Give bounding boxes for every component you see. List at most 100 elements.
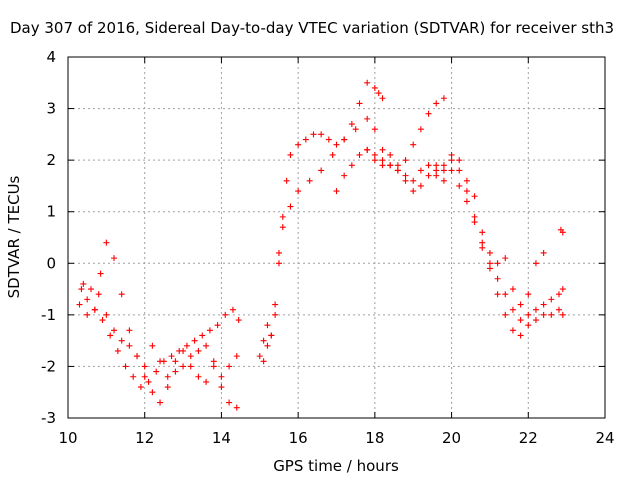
data-point [111,255,118,262]
data-point [325,136,332,143]
data-point [279,213,286,220]
data-point [371,126,378,133]
data-point [84,296,91,303]
data-point [509,327,516,334]
data-point [387,162,394,169]
series-track-g [364,146,566,324]
data-point [525,311,532,318]
data-point [229,306,236,313]
data-point [379,95,386,102]
data-point [341,136,348,143]
data-point [352,126,359,133]
data-point [78,286,85,293]
data-point [302,136,309,143]
data-point [214,322,221,329]
data-point [456,167,463,174]
data-point [114,347,121,354]
data-point [479,244,486,251]
data-point [402,172,409,179]
data-point [195,373,202,380]
grid-lines [68,57,605,418]
data-point [425,172,432,179]
x-tick-labels: 10 12 14 16 18 20 22 24 [58,429,614,447]
x-tick-label: 12 [135,429,154,447]
data-point [91,306,98,313]
y-tick-label: 1 [46,203,56,221]
data-point [118,291,125,298]
data-point [218,373,225,380]
data-point [486,265,493,272]
y-axis-label: SDTVAR / TECUs [5,175,23,298]
data-point [172,368,179,375]
data-point [371,157,378,164]
data-point [180,363,187,370]
y-tick-labels: -3 -2 -1 0 1 2 3 4 [41,48,56,427]
data-point [218,384,225,391]
data-point [364,146,371,153]
data-point [199,332,206,339]
data-point [275,249,282,256]
x-tick-label: 10 [58,429,77,447]
data-point [559,229,566,236]
data-point [97,270,104,277]
data-point [463,188,470,195]
data-point [517,301,524,308]
data-point [164,384,171,391]
data-point [364,79,371,86]
data-point [440,95,447,102]
data-point [448,157,455,164]
data-point [287,203,294,210]
data-point [456,182,463,189]
x-tick-label: 18 [365,429,384,447]
data-point [99,317,106,324]
data-point [348,121,355,128]
data-point [153,368,160,375]
data-point [463,177,470,184]
plot-frame [67,56,606,419]
data-point [425,162,432,169]
data-point [448,151,455,158]
data-point [126,327,133,334]
data-point [440,162,447,169]
data-point [187,363,194,370]
data-point [371,151,378,158]
data-point [532,260,539,267]
data-point [264,322,271,329]
data-point [341,172,348,179]
series-track-b [76,239,240,406]
data-point [471,213,478,220]
data-point [226,399,233,406]
data-point [548,311,555,318]
data-point [203,342,210,349]
data-point [145,378,152,385]
data-point [379,157,386,164]
y-tick-label: 2 [46,151,56,169]
data-point [555,291,562,298]
data-point [210,358,217,365]
data-point [310,131,317,138]
x-axis-label: GPS time / hours [273,457,399,475]
data-point [410,177,417,184]
data-point [275,260,282,267]
data-point [103,239,110,246]
data-point [187,353,194,360]
data-point [149,342,156,349]
series-track-f [333,146,566,339]
data-point [157,399,164,406]
data-point [168,353,175,360]
data-point [410,141,417,148]
data-point [107,332,114,339]
data-point [356,151,363,158]
data-point [559,311,566,318]
data-point [486,249,493,256]
data-point [532,306,539,313]
data-point [264,342,271,349]
data-point [433,162,440,169]
y-tick-label: 4 [46,48,56,66]
series-track-a [78,286,242,391]
data-point [122,363,129,370]
data-point [233,353,240,360]
data-point [417,126,424,133]
data-point [371,84,378,91]
data-point [364,115,371,122]
